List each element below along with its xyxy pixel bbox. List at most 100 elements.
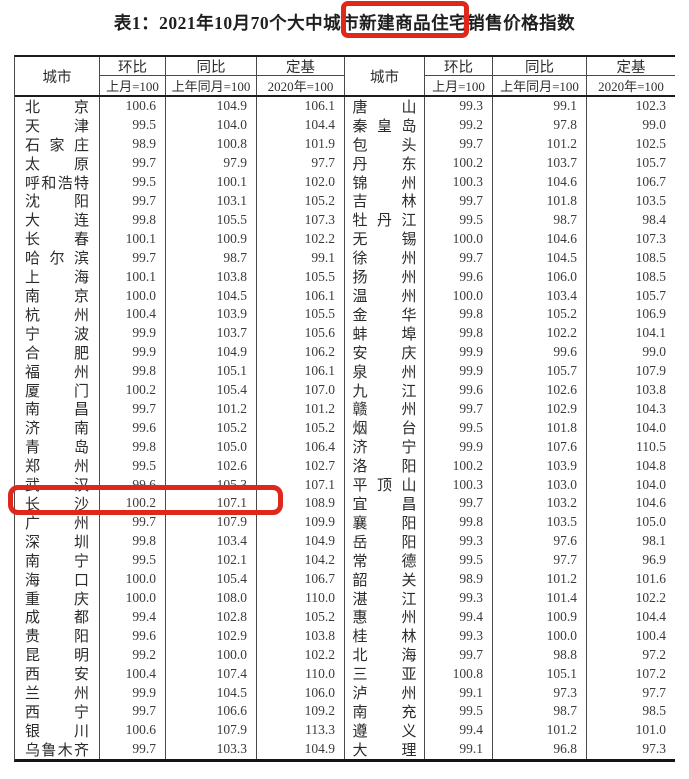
city-name: 岳阳 — [352, 534, 417, 551]
value-cell: 99.7 — [100, 191, 166, 211]
subheader-mom-base-left: 上月=100 — [100, 76, 166, 95]
city-cell: 南宁 — [15, 550, 100, 570]
value-cell: 99.3 — [425, 97, 493, 116]
value-cell: 104.6 — [493, 172, 587, 192]
city-name: 石家庄 — [25, 137, 89, 154]
value-cell: 106.7 — [257, 569, 345, 589]
value-cell: 103.8 — [257, 626, 345, 646]
city-name: 福州 — [25, 364, 89, 381]
value-cell: 97.3 — [493, 683, 587, 702]
value-cell: 102.8 — [166, 607, 257, 627]
city-cell: 北海 — [345, 645, 425, 665]
value-cell: 105.5 — [257, 304, 345, 324]
value-cell: 106.1 — [257, 361, 345, 381]
value-cell: 105.7 — [635, 287, 666, 303]
value-cell: 100.2 — [100, 494, 166, 513]
city-name: 牡丹江 — [352, 213, 417, 230]
value-cell: 104.5 — [166, 683, 257, 702]
value-cell: 103.0 — [493, 475, 587, 495]
value-cell: 103.8 — [635, 382, 666, 398]
value-cell: 99.6 — [100, 475, 166, 495]
value-cell: 105.4 — [166, 380, 257, 400]
city-name: 扬州 — [352, 270, 417, 287]
value-cell: 104.4 — [635, 608, 666, 624]
value-cell: 106.9 — [635, 306, 666, 322]
city-name: 南京 — [25, 289, 89, 305]
city-cell: 天津 — [15, 115, 100, 135]
value-cell: 105.3 — [166, 475, 257, 495]
value-cell: 108.5 — [635, 249, 666, 265]
value-cell: 99.9 — [100, 323, 166, 343]
city-name: 丹东 — [352, 156, 417, 173]
value-cell: 103.9 — [493, 456, 587, 476]
city-cell: 温州 — [345, 286, 425, 305]
value-cell: 100.3 — [425, 172, 493, 192]
value-cell: 107.0 — [257, 380, 345, 400]
city-name: 呼和浩特 — [25, 175, 89, 192]
value-cell: 104.6 — [635, 495, 666, 511]
city-cell: 常德 — [345, 550, 425, 570]
city-cell: 杭州 — [15, 304, 100, 324]
value-cell: 100.1 — [100, 267, 166, 287]
value-cell: 100.4 — [100, 664, 166, 684]
value-cell: 98.7 — [493, 702, 587, 721]
city-cell: 泸州 — [345, 683, 425, 702]
value-cell: 99.8 — [100, 531, 166, 551]
value-cell: 100.4 — [635, 627, 666, 643]
value-cell: 99.7 — [100, 153, 166, 173]
city-name: 武汉 — [25, 478, 89, 495]
city-name: 北海 — [352, 648, 417, 665]
city-name: 西安 — [25, 667, 89, 684]
city-name: 烟台 — [352, 421, 417, 438]
value-cell: 103.8 — [166, 267, 257, 287]
city-name: 南充 — [352, 704, 417, 721]
value-cell: 106.2 — [257, 342, 345, 362]
city-name: 沈阳 — [25, 194, 89, 211]
value-cell: 100.0 — [166, 645, 257, 665]
value-cell: 104.9 — [166, 342, 257, 362]
city-name: 哈尔滨 — [25, 251, 89, 268]
value-cell: 97.3 — [642, 741, 666, 757]
city-name: 惠州 — [352, 610, 417, 627]
value-cell: 97.7 — [493, 550, 587, 570]
value-cell: 104.5 — [166, 286, 257, 305]
value-cell: 102.2 — [635, 590, 666, 606]
city-cell: 合肥 — [15, 342, 100, 362]
city-cell: 平顶山 — [345, 475, 425, 495]
city-name: 天津 — [25, 118, 89, 135]
value-cell: 101.9 — [257, 134, 345, 154]
city-name: 三亚 — [352, 667, 417, 684]
city-cell: 深圳 — [15, 531, 100, 551]
value-cell: 102.5 — [635, 136, 666, 152]
value-cell: 99.5 — [425, 702, 493, 721]
city-cell: 秦皇岛 — [345, 115, 425, 135]
city-cell: 银川 — [15, 720, 100, 740]
value-cell: 109.2 — [257, 702, 345, 721]
header-fixedbase-right: 定基 — [587, 57, 675, 76]
city-name: 大理 — [352, 742, 417, 759]
value-cell: 104.0 — [635, 419, 666, 435]
value-cell: 100.1 — [100, 229, 166, 249]
table-title: 表1：2021年10月70个大中城市新建商品住宅销售价格指数 — [113, 13, 576, 33]
value-cell: 99.4 — [100, 607, 166, 627]
value-cell: 106.7 — [635, 174, 666, 190]
value-cell: 99.4 — [425, 607, 493, 627]
city-cell: 厦门 — [15, 380, 100, 400]
value-cell: 100.0 — [425, 229, 493, 249]
city-cell: 遵义 — [345, 720, 425, 740]
city-name: 赣州 — [352, 402, 417, 419]
city-cell: 哈尔滨 — [15, 248, 100, 268]
city-cell: 上海 — [15, 267, 100, 287]
value-cell: 103.4 — [166, 531, 257, 551]
value-cell: 100.3 — [425, 475, 493, 495]
value-cell: 99.7 — [425, 191, 493, 211]
value-cell: 106.0 — [493, 267, 587, 287]
value-cell: 106.1 — [257, 97, 345, 116]
city-cell: 武汉 — [15, 475, 100, 495]
value-cell: 107.1 — [257, 475, 345, 495]
subheader-fixed-base-left: 2020年=100 — [257, 76, 345, 95]
value-cell: 104.4 — [257, 115, 345, 135]
value-cell: 99.5 — [425, 418, 493, 438]
value-cell: 99.3 — [425, 531, 493, 551]
value-cell: 97.8 — [493, 115, 587, 135]
